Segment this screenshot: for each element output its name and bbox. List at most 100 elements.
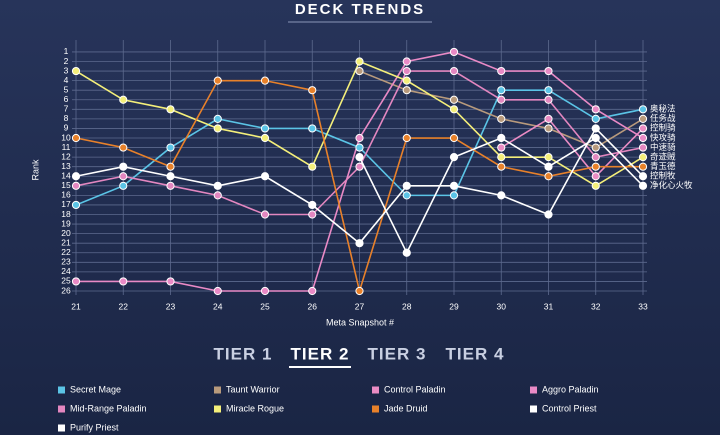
y-axis-label: Rank xyxy=(30,159,40,181)
data-point xyxy=(497,114,506,123)
data-point xyxy=(119,172,128,181)
y-tick-label: 17 xyxy=(61,199,71,209)
data-point xyxy=(71,172,81,181)
data-point xyxy=(355,286,364,296)
y-tick-label: 23 xyxy=(61,257,71,267)
x-tick-label: 33 xyxy=(638,301,648,311)
data-point xyxy=(591,105,600,114)
y-tick-label: 15 xyxy=(61,180,71,190)
data-point xyxy=(213,286,222,296)
x-tick-label: 24 xyxy=(213,301,223,311)
data-point xyxy=(119,181,128,190)
legend-label: Miracle Rogue xyxy=(226,403,284,413)
data-point xyxy=(213,181,222,190)
y-tick-label: 8 xyxy=(64,113,69,123)
data-point xyxy=(308,86,317,95)
end-label: 控制牧 xyxy=(650,171,676,181)
tier-tab[interactable]: TIER 2 xyxy=(291,344,350,363)
data-point xyxy=(166,181,175,190)
end-label: 奇迹贼 xyxy=(650,151,676,161)
data-point xyxy=(544,172,553,181)
data-point xyxy=(638,124,648,133)
data-point xyxy=(638,172,648,181)
data-point xyxy=(402,66,411,76)
data-point xyxy=(71,200,81,210)
data-point xyxy=(497,162,506,171)
data-point xyxy=(449,95,459,104)
y-tick-label: 25 xyxy=(61,276,71,286)
y-tick-label: 7 xyxy=(64,104,69,114)
data-point xyxy=(638,153,648,162)
data-point xyxy=(591,143,600,152)
data-point xyxy=(449,133,459,143)
y-tick-label: 1 xyxy=(64,46,69,56)
tier-tab[interactable]: TIER 4 xyxy=(446,344,505,363)
data-point xyxy=(591,153,600,162)
legend-swatch xyxy=(372,405,379,413)
legend-label: Secret Mage xyxy=(70,384,121,394)
data-point xyxy=(591,114,600,123)
data-point xyxy=(119,95,128,104)
y-tick-label: 14 xyxy=(61,171,71,181)
legend-swatch xyxy=(58,424,65,432)
data-point xyxy=(166,105,175,114)
x-tick-label: 25 xyxy=(260,301,270,311)
y-tick-label: 9 xyxy=(64,123,69,133)
y-tick-label: 4 xyxy=(64,75,69,85)
data-point xyxy=(449,153,459,162)
x-tick-label: 23 xyxy=(166,301,176,311)
data-point xyxy=(497,191,506,200)
data-point xyxy=(638,181,648,190)
x-tick-label: 32 xyxy=(591,301,601,311)
data-point xyxy=(449,191,459,200)
data-point xyxy=(638,105,648,114)
end-label: 奥秘法 xyxy=(650,104,676,114)
data-point xyxy=(402,191,411,200)
y-tick-label: 6 xyxy=(64,94,69,104)
data-point xyxy=(119,277,128,286)
data-point xyxy=(449,47,459,57)
data-point xyxy=(213,114,222,123)
x-tick-label: 31 xyxy=(544,301,554,311)
data-point xyxy=(213,124,222,133)
end-label: 青玉德 xyxy=(650,161,676,171)
data-point xyxy=(497,66,506,76)
tier-tab[interactable]: TIER 1 xyxy=(214,344,273,363)
y-tick-label: 10 xyxy=(61,132,71,142)
legend-label: Jade Druid xyxy=(384,403,428,413)
y-tick-label: 13 xyxy=(61,161,71,171)
data-point xyxy=(497,86,506,95)
data-point xyxy=(402,133,411,143)
y-tick-label: 11 xyxy=(62,142,71,152)
data-point xyxy=(355,66,364,76)
legend-swatch xyxy=(530,386,537,394)
data-point xyxy=(544,162,553,171)
data-point xyxy=(166,172,175,181)
x-tick-label: 26 xyxy=(308,301,318,311)
data-point xyxy=(402,86,411,95)
data-point xyxy=(497,95,506,104)
data-point xyxy=(638,133,648,143)
data-point xyxy=(544,124,553,133)
data-point xyxy=(213,76,222,85)
data-point xyxy=(355,133,364,143)
data-point xyxy=(402,76,411,85)
legend-label: Mid-Range Paladin xyxy=(70,403,147,413)
chart-title: DECK TRENDS xyxy=(295,1,425,18)
data-point xyxy=(119,162,128,171)
data-point xyxy=(638,143,648,152)
data-point xyxy=(544,153,553,162)
x-tick-label: 28 xyxy=(402,301,412,311)
data-point xyxy=(544,114,553,123)
data-point xyxy=(166,162,175,171)
data-point xyxy=(591,133,600,143)
tier-tab[interactable]: TIER 3 xyxy=(368,344,427,363)
data-point xyxy=(119,143,128,152)
data-point xyxy=(260,172,270,181)
y-tick-label: 19 xyxy=(61,218,71,228)
end-label: 任务战 xyxy=(650,113,676,123)
data-point xyxy=(308,124,317,133)
data-point xyxy=(544,95,553,104)
data-point xyxy=(638,162,648,171)
